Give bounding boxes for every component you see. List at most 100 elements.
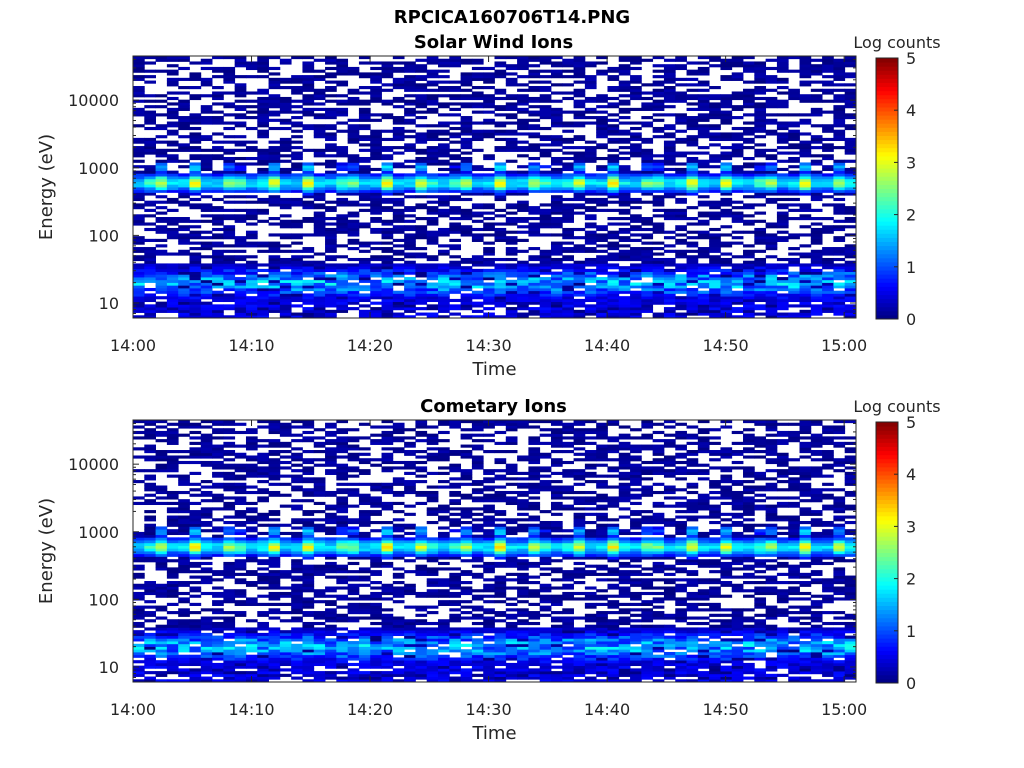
- heatmap-cell: [709, 263, 721, 267]
- heatmap-cell: [155, 266, 168, 270]
- heatmap-cell: [178, 146, 190, 150]
- heatmap-cell: [200, 485, 213, 489]
- heatmap-cell: [155, 279, 168, 283]
- heatmap-cell: [517, 121, 529, 125]
- heatmap-cell: [641, 58, 654, 62]
- heatmap-cell: [279, 312, 292, 316]
- heatmap-cell: [189, 189, 202, 193]
- heatmap-cell: [279, 167, 292, 172]
- heatmap-cell: [550, 75, 563, 79]
- heatmap-cell: [449, 197, 462, 202]
- heatmap-cell: [584, 277, 597, 281]
- heatmap-cell: [494, 197, 507, 202]
- heatmap-cell: [517, 140, 529, 144]
- heatmap-cell: [133, 605, 145, 609]
- heatmap-cell: [618, 83, 631, 87]
- heatmap-cell: [438, 285, 450, 289]
- heatmap-cell: [212, 173, 224, 177]
- heatmap-cell: [166, 121, 179, 125]
- heatmap-cell: [765, 277, 778, 281]
- heatmap-cell: [200, 455, 213, 459]
- heatmap-cell: [743, 304, 755, 308]
- heatmap-cell: [630, 189, 642, 193]
- heatmap-cell: [257, 512, 269, 516]
- colorbar-segment: [876, 74, 898, 79]
- heatmap-cell: [325, 154, 337, 158]
- heatmap-cell: [404, 94, 416, 98]
- heatmap-cell: [550, 206, 563, 210]
- heatmap-cell: [675, 241, 687, 245]
- heatmap-cell: [144, 545, 156, 549]
- heatmap-cell: [381, 129, 394, 133]
- heatmap-cell: [460, 129, 473, 133]
- heatmap-cell: [223, 526, 236, 530]
- heatmap-cell: [189, 167, 202, 172]
- heatmap-cell: [279, 203, 292, 207]
- heatmap-cell: [460, 102, 473, 106]
- heatmap-cell: [268, 159, 281, 163]
- heatmap-cell: [189, 512, 202, 516]
- heatmap-cell: [754, 72, 767, 76]
- heatmap-cell: [404, 69, 416, 73]
- heatmap-cell: [686, 301, 699, 305]
- colorbar-segment: [876, 314, 898, 320]
- heatmap-cell: [720, 189, 733, 193]
- heatmap-cell: [833, 307, 846, 311]
- heatmap-cell: [799, 203, 812, 207]
- heatmap-cell: [189, 315, 202, 319]
- heatmap-cell: [438, 271, 450, 275]
- heatmap-cell: [754, 257, 767, 262]
- heatmap-cell: [189, 279, 202, 283]
- heatmap-cell: [686, 307, 699, 311]
- heatmap-cell: [675, 181, 687, 185]
- heatmap-cell: [426, 189, 439, 193]
- heatmap-cell: [652, 64, 665, 68]
- heatmap-cell: [257, 296, 269, 300]
- heatmap-cell: [166, 570, 179, 574]
- heatmap-cell: [268, 668, 281, 672]
- heatmap-cell: [483, 118, 495, 122]
- heatmap-cell: [155, 217, 168, 221]
- heatmap-cell: [709, 293, 721, 297]
- heatmap-cell: [144, 515, 156, 519]
- heatmap-cell: [720, 268, 733, 273]
- heatmap-cell: [257, 113, 269, 117]
- heatmap-cell: [618, 309, 631, 313]
- heatmap-cell: [517, 282, 529, 286]
- heatmap-cell: [336, 255, 349, 259]
- heatmap-cell: [347, 219, 360, 223]
- heatmap-cell: [392, 296, 405, 300]
- heatmap-cell: [584, 238, 597, 242]
- heatmap-cell: [505, 290, 518, 294]
- heatmap-cell: [562, 151, 574, 155]
- heatmap-cell: [144, 488, 156, 492]
- heatmap-cell: [268, 148, 281, 152]
- heatmap-cell: [302, 148, 315, 152]
- heatmap-cell: [731, 277, 744, 281]
- heatmap-cell: [189, 649, 202, 653]
- heatmap-cell: [212, 222, 224, 226]
- heatmap-cell: [505, 94, 518, 98]
- heatmap-cell: [178, 504, 190, 508]
- heatmap-cell: [347, 241, 360, 245]
- heatmap-cell: [325, 110, 337, 114]
- heatmap-cell: [618, 137, 631, 142]
- heatmap-cell: [166, 575, 179, 579]
- heatmap-cell: [810, 238, 823, 242]
- heatmap-cell: [155, 540, 168, 544]
- heatmap-cell: [630, 143, 642, 147]
- heatmap-cell: [257, 662, 269, 667]
- heatmap-cell: [257, 148, 269, 152]
- heatmap-cell: [212, 651, 224, 656]
- heatmap-cell: [178, 499, 190, 503]
- heatmap-cell: [302, 233, 315, 237]
- heatmap-cell: [596, 260, 608, 264]
- heatmap-cell: [754, 129, 767, 133]
- heatmap-cell: [550, 222, 563, 226]
- heatmap-cell: [291, 268, 303, 273]
- heatmap-cell: [618, 238, 631, 242]
- heatmap-cell: [844, 88, 857, 92]
- heatmap-cell: [189, 624, 202, 628]
- heatmap-cell: [505, 282, 518, 286]
- heatmap-cell: [234, 241, 247, 245]
